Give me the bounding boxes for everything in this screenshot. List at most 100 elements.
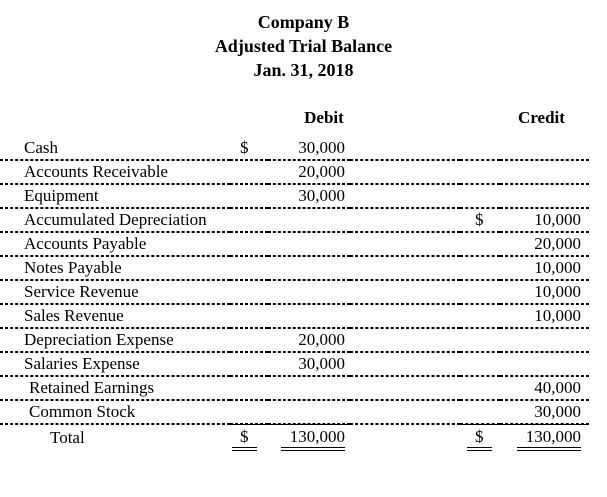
credit-amount <box>500 328 589 352</box>
debit-amount: 30,000 <box>268 184 350 208</box>
account-label: Salaries Expense <box>0 352 230 376</box>
table-row-accounts-payable: Accounts Payable 20,000 <box>0 232 589 256</box>
debit-amount: 30,000 <box>268 137 350 160</box>
credit-dollar-sign <box>460 352 500 376</box>
credit-dollar-sign <box>460 400 500 424</box>
column-gap <box>350 208 460 232</box>
column-gap <box>350 328 460 352</box>
debit-dollar-sign <box>230 400 268 424</box>
credit-dollar-sign <box>460 328 500 352</box>
column-gap <box>350 256 460 280</box>
credit-dollar-sign: $ <box>460 208 500 232</box>
debit-dollar-sign <box>230 160 268 184</box>
credit-dollar-sign <box>460 137 500 160</box>
account-label: Sales Revenue <box>0 304 230 328</box>
table-row-common-stock: Common Stock 30,000 <box>0 400 589 424</box>
credit-dollar-sign <box>460 256 500 280</box>
credit-amount: 10,000 <box>500 280 589 304</box>
debit-dollar-sign: $ <box>230 137 268 160</box>
trial-balance-table: Debit Credit Cash $ 30,000 Accounts Rece… <box>0 108 589 451</box>
debit-dollar-sign <box>230 328 268 352</box>
trial-balance-sheet: Company B Adjusted Trial Balance Jan. 31… <box>0 10 607 451</box>
total-credit-amount: 130,000 <box>500 424 589 451</box>
double-underlined-text: 130,000 <box>280 426 345 451</box>
table-row-equipment: Equipment 30,000 <box>0 184 589 208</box>
credit-amount <box>500 352 589 376</box>
header-row: Debit Credit <box>0 108 589 137</box>
header-spacer <box>460 108 500 137</box>
credit-dollar-sign <box>460 280 500 304</box>
credit-amount: 10,000 <box>500 304 589 328</box>
debit-amount: 20,000 <box>268 328 350 352</box>
column-gap <box>350 400 460 424</box>
column-gap <box>350 304 460 328</box>
debit-column-header: Debit <box>304 108 344 127</box>
account-label: Depreciation Expense <box>0 328 230 352</box>
column-gap <box>350 184 460 208</box>
header-spacer <box>0 108 230 137</box>
debit-amount <box>268 208 350 232</box>
debit-dollar-sign <box>230 208 268 232</box>
table-row-accumulated-depreciation: Accumulated Depreciation $ 10,000 <box>0 208 589 232</box>
total-label: Total <box>0 424 230 451</box>
debit-amount: 20,000 <box>268 160 350 184</box>
credit-amount: 10,000 <box>500 208 589 232</box>
report-date: Jan. 31, 2018 <box>253 60 354 80</box>
debit-dollar-sign <box>230 304 268 328</box>
double-underlined-text: 130,000 <box>516 426 581 451</box>
debit-amount <box>268 304 350 328</box>
account-label: Accumulated Depreciation <box>0 208 230 232</box>
column-gap <box>350 160 460 184</box>
credit-amount: 20,000 <box>500 232 589 256</box>
table-row-notes-payable: Notes Payable 10,000 <box>0 256 589 280</box>
table-row-salaries-expense: Salaries Expense 30,000 <box>0 352 589 376</box>
account-label: Equipment <box>0 184 230 208</box>
credit-dollar-sign <box>460 232 500 256</box>
report-name: Adjusted Trial Balance <box>214 36 393 56</box>
credit-amount <box>500 137 589 160</box>
account-label: Service Revenue <box>0 280 230 304</box>
double-underlined-text: $ <box>232 426 257 451</box>
credit-amount: 10,000 <box>500 256 589 280</box>
report-title-block: Company B Adjusted Trial Balance Jan. 31… <box>0 10 607 82</box>
debit-dollar-sign <box>230 184 268 208</box>
account-label: Cash <box>0 137 230 160</box>
debit-amount <box>268 280 350 304</box>
credit-column-header: Credit <box>518 108 565 127</box>
account-label: Common Stock <box>0 400 230 424</box>
total-debit-dollar-sign: $ <box>230 424 268 451</box>
credit-amount: 30,000 <box>500 400 589 424</box>
total-debit-amount: 130,000 <box>268 424 350 451</box>
table-row-sales-revenue: Sales Revenue 10,000 <box>0 304 589 328</box>
column-gap <box>350 376 460 400</box>
account-label: Retained Earnings <box>0 376 230 400</box>
total-credit-dollar-sign: $ <box>460 424 500 451</box>
debit-amount <box>268 256 350 280</box>
debit-dollar-sign <box>230 280 268 304</box>
column-gap <box>350 352 460 376</box>
debit-amount <box>268 232 350 256</box>
account-label: Accounts Payable <box>0 232 230 256</box>
total-row: Total $ 130,000 $ 130,000 <box>0 424 589 451</box>
debit-dollar-sign <box>230 352 268 376</box>
column-gap <box>350 280 460 304</box>
credit-amount <box>500 184 589 208</box>
table-row-service-revenue: Service Revenue 10,000 <box>0 280 589 304</box>
credit-dollar-sign <box>460 376 500 400</box>
column-gap <box>350 232 460 256</box>
debit-dollar-sign <box>230 256 268 280</box>
debit-amount: 30,000 <box>268 352 350 376</box>
double-underlined-text: $ <box>467 426 492 451</box>
table-row-retained-earnings: Retained Earnings 40,000 <box>0 376 589 400</box>
credit-amount: 40,000 <box>500 376 589 400</box>
column-gap <box>350 137 460 160</box>
debit-dollar-sign <box>230 232 268 256</box>
table-row-depreciation-expense: Depreciation Expense 20,000 <box>0 328 589 352</box>
credit-dollar-sign <box>460 304 500 328</box>
debit-dollar-sign <box>230 376 268 400</box>
column-gap <box>350 424 460 451</box>
table-row-accounts-receivable: Accounts Receivable 20,000 <box>0 160 589 184</box>
account-label: Accounts Receivable <box>0 160 230 184</box>
table-row-cash: Cash $ 30,000 <box>0 137 589 160</box>
company-name: Company B <box>257 12 350 32</box>
